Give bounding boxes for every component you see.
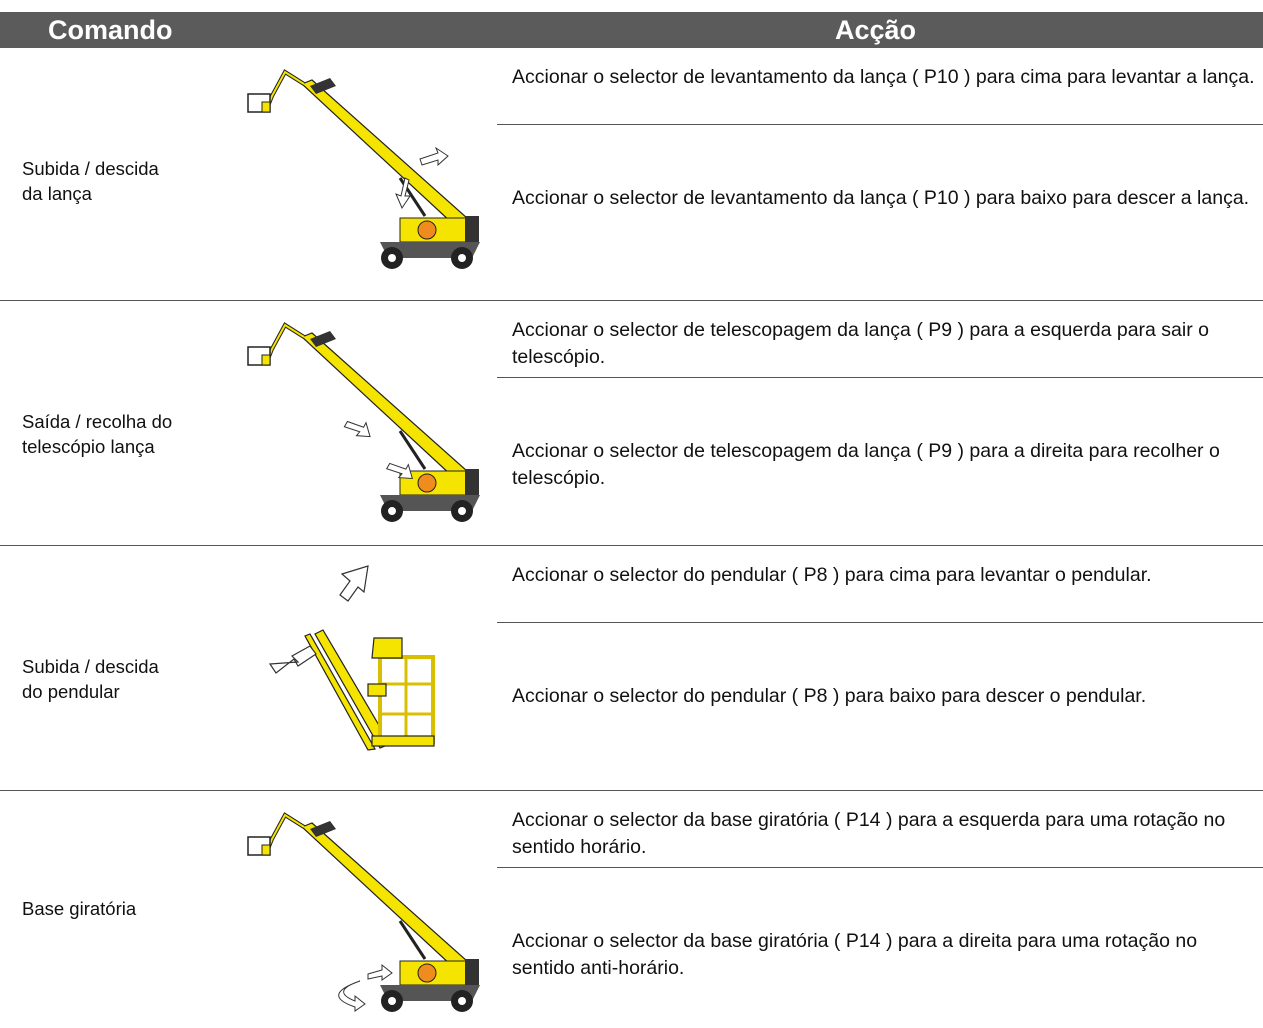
action-separator: [497, 867, 1263, 868]
command-label: Subida / descida do pendular: [22, 656, 159, 702]
table-row: Subida / descida da lança Accionar o sele…: [0, 48, 1263, 300]
table-row: Saída / recolha do telescópio lança Accio…: [0, 300, 1263, 546]
table-header: Comando Acção: [0, 12, 1263, 48]
command-label: Subida / descida da lança: [22, 158, 159, 204]
action-text: Accionar o selector da base giratória ( …: [512, 809, 1226, 858]
illustration: [246, 323, 482, 524]
action-text: Accionar o selector da base giratória ( …: [512, 930, 1198, 979]
action-text: Accionar o selector de levantamento da l…: [512, 187, 1250, 209]
illustration: [246, 70, 482, 271]
action-text: Accionar o selector de telescopagem da l…: [512, 319, 1209, 368]
table-row: Subida / descida do pendular Accionar o s…: [0, 545, 1263, 791]
action-text: Accionar o selector de levantamento da l…: [512, 66, 1255, 88]
action-text: Accionar o selector de telescopagem da l…: [512, 440, 1220, 489]
table-row: Base giratória Accionar o selector da bas…: [0, 790, 1263, 1028]
action-separator: [497, 124, 1263, 125]
illustration: [268, 565, 435, 751]
action-text: Accionar o selector do pendular ( P8 ) p…: [512, 564, 1152, 586]
command-label: Base giratória: [22, 898, 137, 919]
header-action: Acção: [835, 15, 917, 45]
action-text: Accionar o selector do pendular ( P8 ) p…: [512, 685, 1147, 707]
illustration: [246, 813, 482, 1014]
action-separator: [497, 622, 1263, 623]
action-separator: [497, 377, 1263, 378]
header-command: Comando: [48, 15, 173, 45]
command-label: Saída / recolha do telescópio lança: [22, 411, 173, 457]
